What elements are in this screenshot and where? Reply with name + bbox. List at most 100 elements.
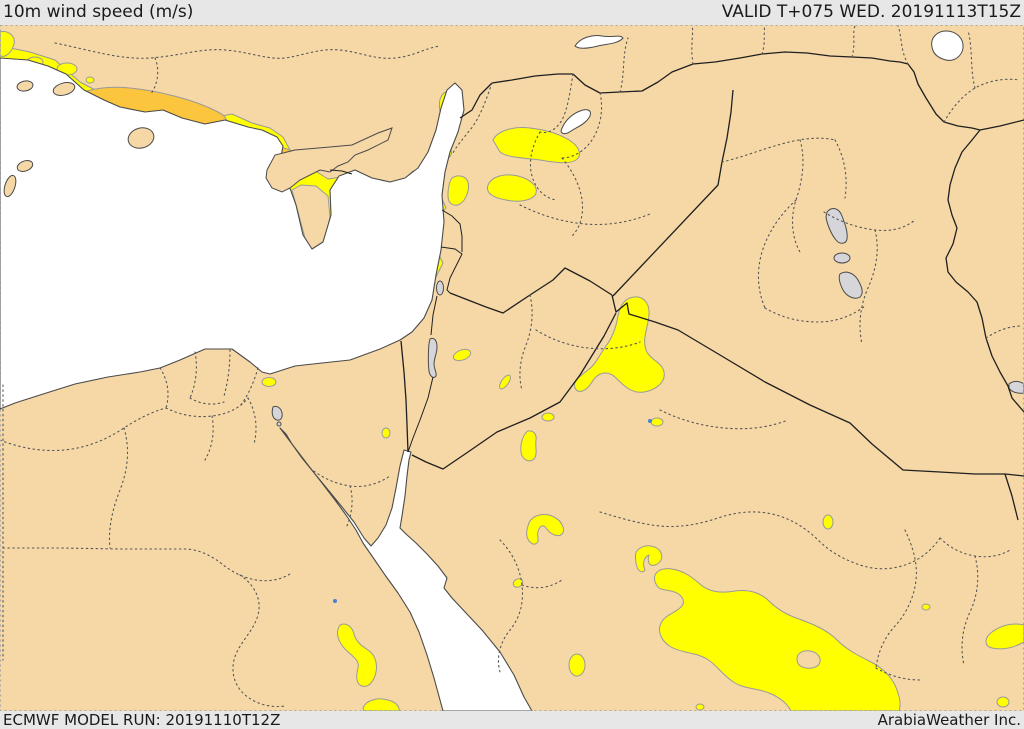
small-lake-dot-1 (648, 419, 652, 423)
admin-saudi-7 (497, 539, 524, 673)
wind-area-egypt-bottom (362, 698, 400, 711)
lake-tharthar (825, 208, 848, 244)
wind-area-small-4 (568, 653, 586, 677)
wind-area-small-1 (541, 412, 555, 422)
admin-turkey-3 (619, 37, 629, 93)
brand-label: ArabiaWeather Inc. (877, 711, 1021, 729)
lakes-layer (271, 30, 1024, 603)
ataturk-reservoir (560, 109, 591, 135)
wind-area-west-iraq (573, 296, 665, 393)
island-in-strong-wind (127, 127, 155, 149)
aegean-island-3 (16, 160, 34, 172)
admin-syria-4 (529, 131, 557, 201)
admin-jordan-1 (519, 294, 533, 391)
cyprus-island (265, 127, 393, 193)
admin-egypt-delta-4 (239, 367, 259, 407)
wind-area-east-jordan-2 (499, 374, 511, 390)
admin-iraq-1 (721, 137, 836, 163)
border-lebanon-north (441, 209, 463, 252)
header-bar: 10m wind speed (m/s) VALID T+075 WED. 20… (0, 0, 1024, 25)
model-run-label: ECMWF MODEL RUN: 20191110T12Z (3, 711, 281, 729)
bitter-lakes (271, 405, 283, 421)
rhodes-island (3, 174, 17, 198)
sea-of-galilee (436, 280, 444, 296)
border-jordan-river (430, 295, 438, 336)
small-lake-dot-2 (333, 599, 337, 603)
wind-area-small-3 (512, 578, 524, 588)
border-arava (407, 376, 434, 453)
wind-area-small-7 (996, 696, 1010, 708)
wind-area-small-5 (822, 514, 834, 530)
shatt-marsh-lake (1008, 380, 1024, 394)
admin-iraq-6 (859, 229, 878, 345)
wind-area-sinai-dot (381, 427, 391, 439)
border-jordan-saudi-iraq (611, 294, 1024, 477)
aegean-island-2 (52, 82, 76, 96)
admin-iraq-7 (764, 305, 866, 323)
map-canvas (0, 25, 1024, 711)
admin-egypt-delta-1 (159, 367, 169, 409)
wind-area-saudi-hook (634, 545, 663, 573)
admin-syria-1 (451, 82, 493, 156)
map-container (0, 25, 1024, 711)
admin-saudi-2 (599, 511, 941, 570)
border-turkey-syria-iraq-iran (459, 51, 1024, 413)
admin-syria-6 (519, 204, 651, 226)
admin-syria-5 (561, 157, 584, 237)
admin-iran-1 (943, 78, 1021, 123)
border-syria-iraq (612, 89, 734, 297)
wind-area-saudi-border-comma (520, 430, 537, 462)
wind-area-east-jordan-1 (452, 348, 472, 362)
wind-area-hama (486, 174, 537, 202)
border-lebanon (440, 246, 463, 294)
wind-area-small-8 (695, 703, 705, 711)
aegean-island-1 (16, 80, 34, 92)
wind-area-right-edge (985, 623, 1024, 650)
admin-turkey-5 (851, 25, 856, 58)
admin-borders-layer (0, 25, 1023, 708)
lake-urmia (931, 30, 964, 61)
islands-layer (3, 80, 393, 198)
admin-turkey-1 (54, 42, 441, 59)
admin-egypt-5 (2, 547, 291, 582)
wind-area-redsea-coast-snake (337, 623, 377, 687)
admin-iran-3 (985, 325, 1023, 339)
admin-iraq-5 (757, 199, 797, 309)
wind-area-aleppo (492, 127, 580, 164)
admin-jordan-2 (535, 329, 641, 350)
wind-area-latakia (447, 175, 469, 206)
footer-bar: ECMWF MODEL RUN: 20191110T12Z ArabiaWeat… (0, 711, 1024, 729)
admin-saudi-8 (521, 579, 563, 589)
wind-area-aegean-corner (0, 31, 15, 57)
admin-iraq-3 (834, 139, 847, 199)
wind-area-port-said (261, 377, 277, 387)
admin-turkey-2 (149, 57, 159, 96)
valid-time-label: VALID T+075 WED. 20191113T15Z (721, 2, 1021, 22)
page-title: 10m wind speed (m/s) (3, 2, 194, 22)
admin-sinai-2 (345, 485, 353, 529)
admin-syria-2 (539, 73, 574, 134)
wind-area-aegean-3 (85, 76, 95, 84)
bitter-lakes-south (276, 421, 282, 427)
wind-area-tabuk-arc (526, 513, 565, 545)
lake-habbaniyah (833, 252, 851, 264)
admin-egypt-6 (232, 574, 286, 708)
admin-iraq-2 (791, 139, 804, 253)
wind-area-saudi-large (654, 568, 901, 711)
admin-turkey-7 (691, 25, 694, 65)
admin-saudi-1 (659, 409, 789, 430)
admin-turkey-4 (761, 25, 766, 55)
admin-turkey-6 (897, 25, 909, 65)
border-saudi-kuwait (1004, 473, 1019, 521)
admin-egypt-4 (108, 427, 128, 549)
turkey-lake (574, 35, 624, 49)
admin-iran-2 (967, 29, 976, 89)
border-turkey-iran (979, 119, 1024, 131)
admin-egypt-3 (0, 407, 167, 452)
wind-area-small-2 (650, 417, 664, 427)
wind-area-small-6 (921, 603, 931, 611)
admin-syria-3 (561, 92, 603, 159)
admin-saudi-3 (875, 529, 917, 669)
lake-razzaza (838, 271, 863, 299)
